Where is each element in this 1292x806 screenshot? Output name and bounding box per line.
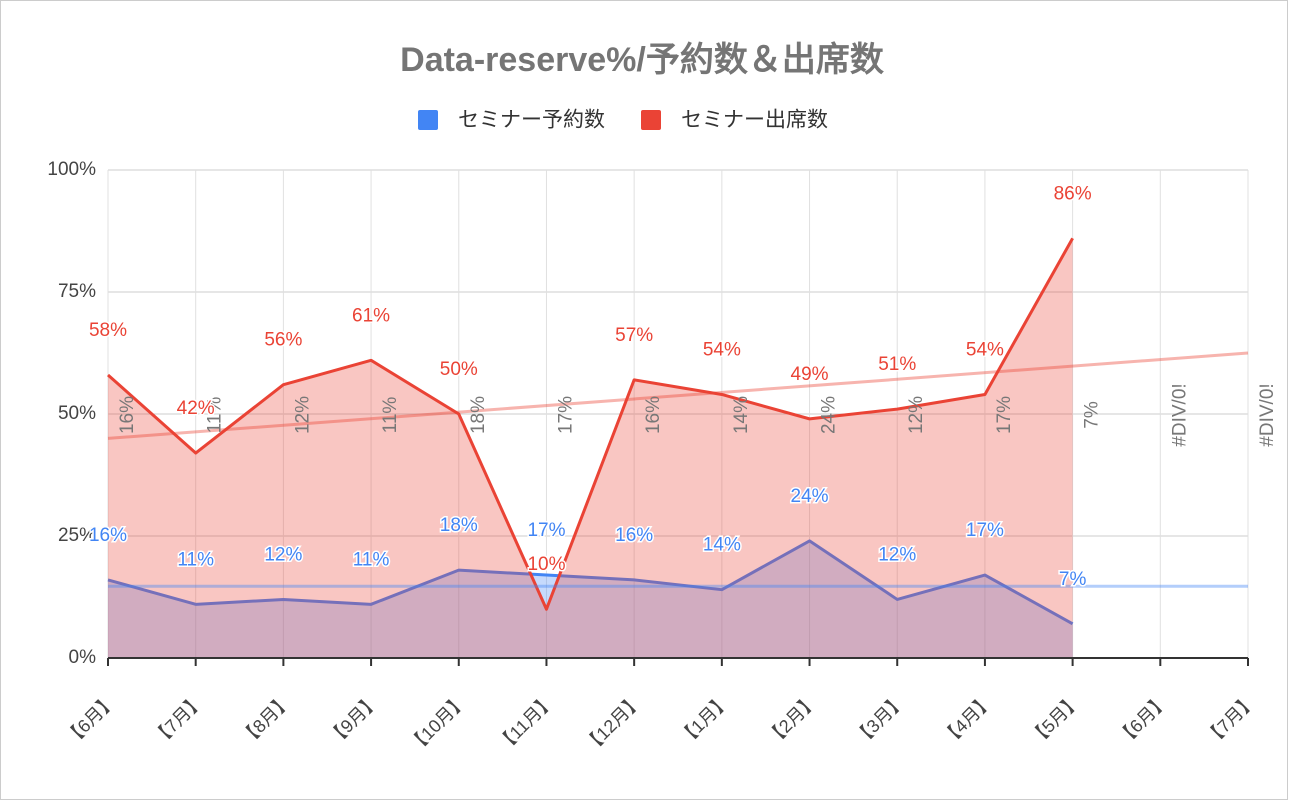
annotation: 7%: [1082, 401, 1103, 429]
data-label: 54%: [966, 339, 1004, 360]
data-label: 24%: [791, 486, 829, 507]
data-label: 17%: [966, 520, 1004, 541]
area-fill: [108, 540, 1073, 658]
data-label: 58%: [89, 320, 127, 341]
data-label: 12%: [264, 544, 302, 565]
data-label: 61%: [352, 305, 390, 326]
legend-swatch: [418, 110, 438, 130]
annotation: #DIV/0!: [1169, 383, 1190, 446]
legend-swatch: [641, 110, 661, 130]
data-label: 18%: [440, 515, 478, 536]
data-label: 57%: [615, 325, 653, 346]
data-label: 50%: [440, 359, 478, 380]
legend-label: セミナー出席数: [681, 109, 828, 132]
data-label: 54%: [703, 339, 741, 360]
area-fill: [108, 238, 1073, 658]
series-line: [107, 539, 1074, 626]
data-label: 10%: [527, 554, 565, 575]
annotation: 14%: [731, 396, 752, 434]
plot: 0%25%50%75%100%【6月】 【7月】 【8月】 【9月】 【10月】 【11月…: [47, 109, 1278, 757]
annotation: 11%: [380, 397, 401, 434]
series-line: [107, 237, 1074, 611]
data-label: 56%: [264, 330, 302, 351]
trendline: [107, 351, 1249, 440]
chart-title: Data-reserve%/予約数＆出席数: [400, 41, 884, 79]
data-label: 49%: [791, 364, 829, 385]
data-label: 11%: [177, 549, 214, 570]
y-tick-label: 50%: [58, 403, 96, 424]
annotation: 17%: [555, 396, 576, 434]
y-tick-label: 25%: [58, 525, 96, 546]
annotation: 24%: [819, 396, 840, 434]
data-label: 16%: [89, 525, 127, 546]
legend-label: セミナー予約数: [458, 109, 605, 132]
annotation: 12%: [906, 396, 927, 434]
y-tick-label: 75%: [58, 281, 96, 302]
y-tick-label: 100%: [47, 159, 96, 180]
annotation: 18%: [468, 396, 489, 434]
annotation: 11%: [205, 397, 226, 434]
annotation: 16%: [643, 396, 664, 434]
annotation: 17%: [994, 396, 1015, 434]
data-label: 7%: [1059, 569, 1087, 590]
data-label: 86%: [1054, 183, 1092, 204]
data-label: 12%: [878, 544, 916, 565]
annotation: 12%: [292, 396, 313, 434]
data-label: 17%: [527, 520, 565, 541]
y-tick-label: 0%: [69, 647, 97, 668]
data-label: 42%: [177, 398, 215, 419]
annotation: 16%: [117, 396, 138, 434]
data-label: 16%: [615, 525, 653, 546]
data-label: 14%: [703, 535, 741, 556]
data-label: 51%: [878, 354, 916, 375]
data-label: 11%: [353, 549, 390, 570]
annotation: #DIV/0!: [1257, 383, 1278, 446]
